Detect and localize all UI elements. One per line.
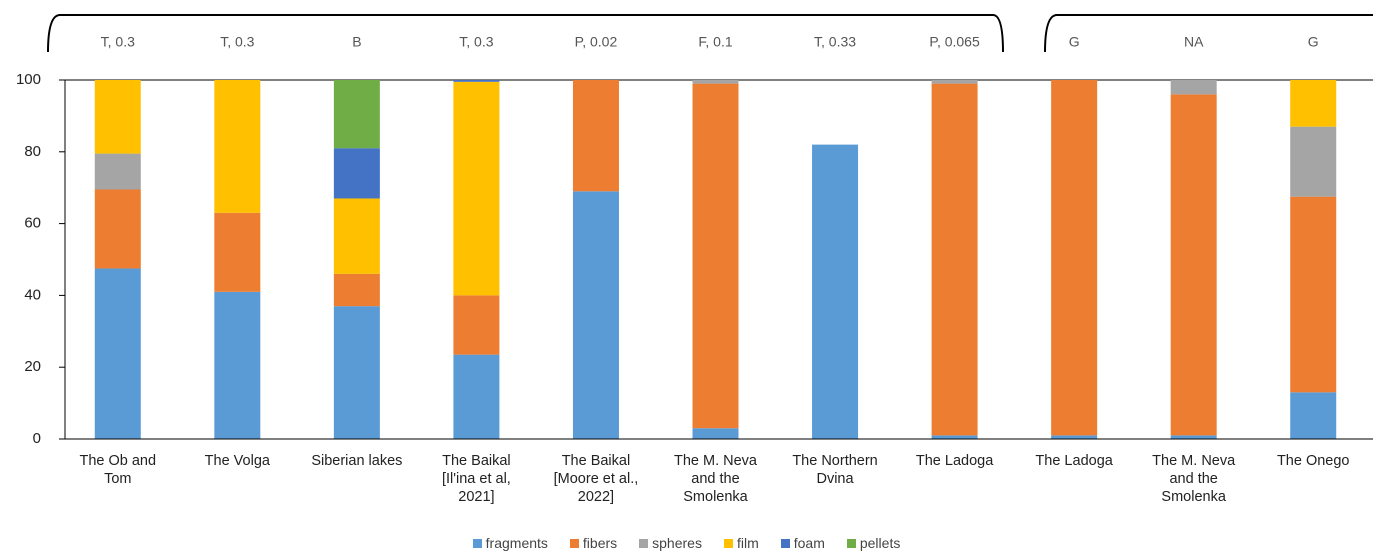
x-tick-label: Siberian lakes <box>311 453 403 469</box>
bar-segment <box>1290 80 1337 127</box>
y-tick-label: 0 <box>33 430 41 447</box>
x-tick-label: The Ob and Tom <box>79 453 157 487</box>
group-label: G <box>1308 34 1319 50</box>
legend-swatch <box>639 538 649 548</box>
group-label: P, 0.02 <box>575 34 618 50</box>
legend-item: fibers <box>569 535 618 551</box>
group-label: G <box>1069 34 1080 50</box>
bar-segment <box>94 189 141 269</box>
legend-swatch <box>780 538 790 548</box>
bar-segment <box>1170 435 1217 439</box>
y-tick-label: 100 <box>16 71 41 88</box>
group-label: T, 0.3 <box>220 34 254 50</box>
group-label: T, 0.3 <box>459 34 493 50</box>
x-tick-label: The Northern Dvina <box>792 453 878 487</box>
bar-segment <box>333 306 380 439</box>
group-label: F, 0.1 <box>698 34 732 50</box>
bar-segment <box>572 80 619 192</box>
bar-segment <box>1290 392 1337 439</box>
group-label: P, 0.065 <box>929 34 980 50</box>
bar-segment <box>453 80 500 82</box>
legend-label: pellets <box>859 535 901 551</box>
bar-segment <box>453 354 500 439</box>
group-label: T, 0.33 <box>814 34 856 50</box>
bar-segment <box>692 80 739 84</box>
bar-segment <box>94 268 141 439</box>
bar-segment <box>94 153 141 190</box>
group-label: B <box>352 34 361 50</box>
bar-segment <box>1051 80 1098 436</box>
bar-segment <box>94 80 141 154</box>
bar-segment <box>333 273 380 307</box>
bar-segment <box>572 191 619 439</box>
x-tick-label: The Baikal [Il'ina et al, 2021] <box>441 453 511 505</box>
legend-label: film <box>736 535 759 551</box>
y-tick-label: 60 <box>24 215 41 232</box>
legend-item: pellets <box>846 535 901 551</box>
bar-segment <box>333 198 380 274</box>
bar-segment <box>214 212 261 292</box>
legend-label: fibers <box>582 535 618 551</box>
bar-segment <box>931 83 978 436</box>
bar-segment <box>1170 94 1217 436</box>
y-tick-label: 40 <box>24 286 41 303</box>
bar-segment <box>333 148 380 199</box>
legend-item: foam <box>780 535 825 551</box>
legend-swatch <box>569 538 579 548</box>
legend-item: fragments <box>472 535 548 551</box>
legend-label: fragments <box>485 535 548 551</box>
x-tick-label: The M. Neva and the Smolenka <box>1152 453 1236 505</box>
legend-item: film <box>723 535 759 551</box>
legend-item: spheres <box>639 535 702 551</box>
group-label: T, 0.3 <box>101 34 135 50</box>
y-tick-label: 80 <box>24 143 41 160</box>
bar-segment <box>1290 126 1337 197</box>
bar-segment <box>214 291 261 439</box>
x-tick-label: The Volga <box>204 453 270 469</box>
bar-segment <box>453 81 500 296</box>
legend-swatch <box>846 538 856 548</box>
bar-segment <box>931 435 978 439</box>
x-tick-label: The Ladoga <box>1035 453 1113 469</box>
legend-swatch <box>472 538 482 548</box>
bar-segment <box>214 80 261 213</box>
bar-segment <box>1051 435 1098 439</box>
legend-swatch <box>723 538 733 548</box>
legend: fragments fibers spheres film foam pellets <box>0 535 1373 551</box>
group-label: NA <box>1184 34 1204 50</box>
bar-segment <box>692 83 739 429</box>
bracket <box>1044 14 1373 53</box>
x-tick-label: The Baikal [Moore et al., 2022] <box>553 453 639 505</box>
legend-label: foam <box>793 535 825 551</box>
x-tick-label: The Onego <box>1276 453 1350 469</box>
bar-segment <box>1290 196 1337 393</box>
bar-segment <box>333 80 380 149</box>
x-tick-label: The Ladoga <box>915 453 994 469</box>
bar-segment <box>453 295 500 355</box>
bar-segment <box>931 80 978 84</box>
bar-segment <box>812 144 859 439</box>
x-tick-label: The M. Neva and the Smolenka <box>674 453 757 505</box>
bar-segment <box>692 428 739 439</box>
bar-segment <box>1170 80 1217 95</box>
y-tick-label: 20 <box>24 358 41 375</box>
legend-label: spheres <box>652 535 702 551</box>
bracket <box>47 14 1004 53</box>
